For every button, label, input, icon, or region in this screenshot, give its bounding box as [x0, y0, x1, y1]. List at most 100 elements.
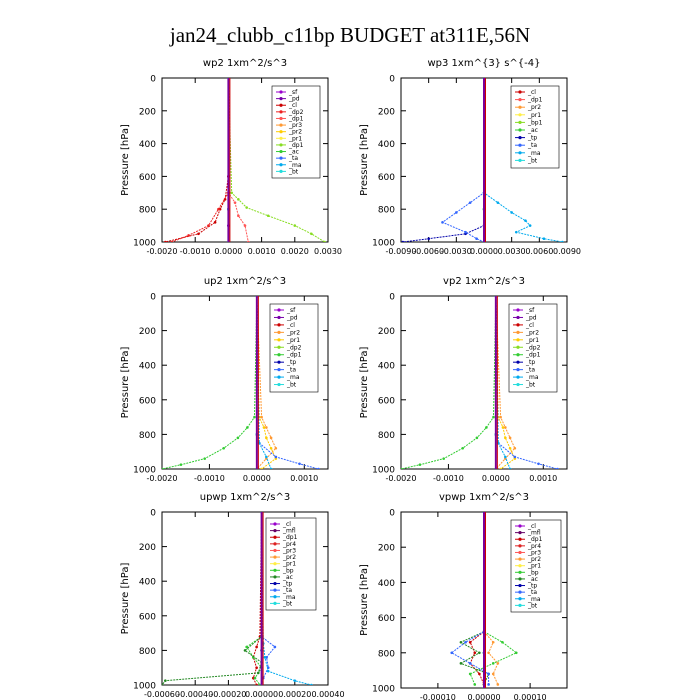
- y-tick-label: 200: [378, 544, 395, 554]
- data-point: [468, 672, 472, 676]
- data-point: [461, 446, 464, 450]
- legend-entry: _cl: [527, 89, 536, 96]
- legend-entry: _pd: [288, 96, 300, 103]
- data-point: [207, 224, 210, 227]
- legend-marker: [279, 169, 283, 173]
- series-line: [171, 78, 229, 242]
- data-point: [478, 672, 481, 676]
- y-tick-label: 400: [139, 140, 156, 150]
- y-tick-label: 800: [139, 647, 156, 657]
- x-tick-label: 0.0020: [281, 247, 309, 256]
- data-point: [561, 240, 564, 242]
- legend-marker: [518, 105, 522, 109]
- legend-marker: [518, 583, 522, 588]
- data-point: [427, 237, 430, 241]
- legend-entry: _dp1: [527, 97, 543, 104]
- x-tick-label: 0.0010: [290, 474, 318, 483]
- legend-entry: _ta: [527, 142, 537, 149]
- legend-marker: [516, 375, 520, 379]
- legend-marker: [516, 345, 520, 349]
- y-tick-label: 600: [139, 612, 156, 622]
- data-point: [401, 467, 403, 469]
- legend-marker: [273, 562, 277, 566]
- data-point: [442, 457, 445, 460]
- legend-marker: [518, 143, 522, 147]
- legend-entry: _bt: [525, 382, 536, 389]
- x-tick-label: -0.0030: [441, 247, 472, 256]
- legend-entry: _dp1: [288, 142, 304, 149]
- x-tick-label: -0.00040: [177, 690, 213, 699]
- legend-entry: _dp1: [525, 352, 541, 359]
- data-point: [255, 683, 258, 685]
- plot-area: [162, 512, 313, 685]
- data-point: [475, 436, 479, 440]
- x-tick-label: 0.00040: [311, 690, 344, 699]
- series-line: [227, 78, 249, 242]
- legend-entry: _ma: [525, 374, 539, 381]
- legend-marker: [279, 149, 283, 154]
- x-tick-label: -0.0020: [147, 247, 178, 256]
- legend-entry: _bt: [288, 168, 299, 175]
- x-tick-label: 0.0030: [314, 247, 342, 256]
- legend-entry: _tp: [527, 135, 537, 142]
- data-point: [473, 683, 477, 686]
- legend-marker: [273, 581, 277, 586]
- legend-marker: [518, 550, 522, 555]
- legend-marker: [273, 542, 277, 546]
- legend-entry: _bt: [527, 602, 538, 609]
- series-line: [402, 78, 485, 242]
- y-axis-label: Pressure [hPa]: [359, 564, 370, 636]
- legend-marker: [273, 568, 277, 572]
- legend-marker: [518, 120, 522, 124]
- x-tick-label: -0.0010: [180, 247, 211, 256]
- data-point: [528, 224, 532, 227]
- data-point: [508, 436, 512, 440]
- x-tick-label: -0.0010: [433, 474, 464, 483]
- legend-marker: [277, 345, 281, 349]
- data-point: [504, 426, 507, 429]
- legend-marker: [279, 130, 283, 134]
- data-point: [269, 436, 273, 440]
- data-point: [514, 651, 518, 655]
- data-point: [265, 455, 268, 459]
- legend-entry: _pr2: [527, 104, 541, 111]
- legend-marker: [279, 116, 283, 121]
- data-point: [501, 426, 505, 429]
- data-point: [253, 676, 257, 680]
- data-point: [478, 651, 481, 655]
- panel-title: upwp 1xm^2/s^3: [200, 492, 290, 503]
- data-point: [187, 234, 190, 237]
- plot-area: [450, 512, 518, 688]
- legend-marker: [273, 555, 277, 559]
- series-line: [441, 78, 485, 242]
- y-tick-label: 400: [378, 140, 395, 150]
- x-tick-label: 0.0000: [214, 247, 242, 256]
- legend-entry: _cl: [282, 521, 291, 528]
- data-point: [203, 457, 206, 460]
- data-point: [236, 436, 240, 440]
- y-tick-label: 0: [150, 509, 156, 519]
- legend-marker: [279, 143, 283, 147]
- x-tick-label: 0.0030: [498, 247, 526, 256]
- y-tick-label: 1000: [372, 239, 395, 249]
- legend-marker: [516, 308, 520, 312]
- x-tick-label: 0.0010: [529, 474, 557, 483]
- y-tick-label: 600: [378, 173, 395, 183]
- legend-entry: _dp1: [282, 534, 298, 541]
- legend-entry: _ac: [288, 149, 299, 156]
- data-point: [237, 198, 240, 201]
- legend-marker: [277, 360, 281, 364]
- data-point: [293, 679, 297, 682]
- legend-marker: [279, 123, 283, 127]
- y-tick-label: 0: [150, 75, 156, 85]
- series-line: [162, 296, 258, 469]
- legend-marker: [518, 570, 522, 574]
- legend-marker: [518, 597, 522, 601]
- series-line: [483, 78, 563, 242]
- legend-marker: [279, 103, 283, 107]
- legend-entry: _cl: [527, 523, 536, 530]
- legend-marker: [279, 156, 283, 160]
- panel-title: vpwp 1xm^2/s^3: [439, 492, 529, 503]
- legend-entry: _dp1: [286, 352, 302, 359]
